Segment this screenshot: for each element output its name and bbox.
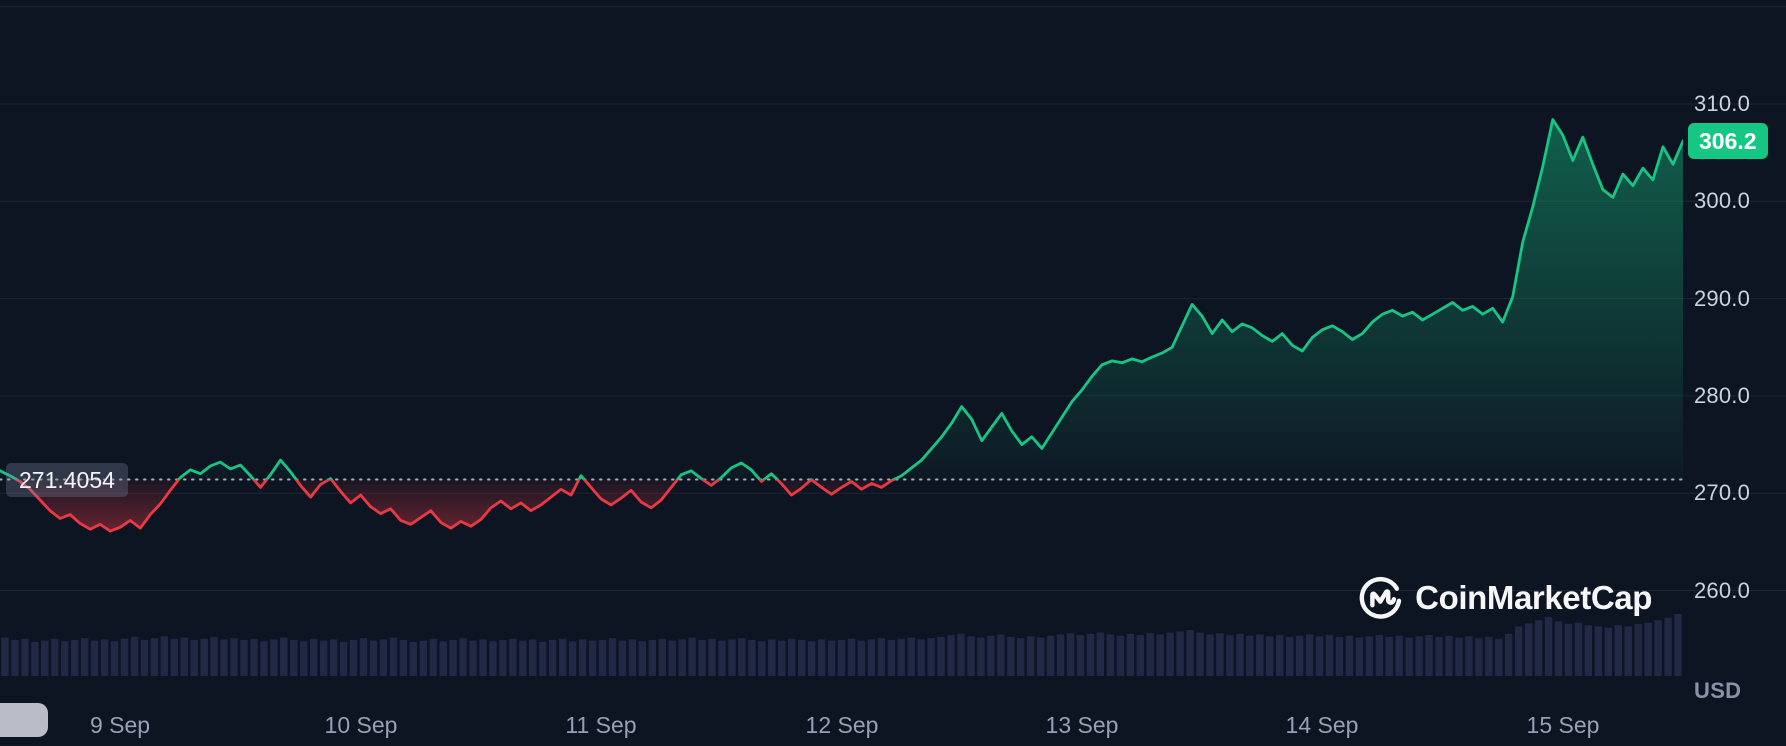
price-area-down [16, 479, 894, 532]
chart-corner-handle[interactable] [0, 703, 48, 737]
y-axis-tick-label: 260.0 [1694, 578, 1751, 603]
y-axis-tick-label: 270.0 [1694, 480, 1751, 505]
y-axis-unit-label: USD [1694, 678, 1742, 703]
y-axis-tick-label: 280.0 [1694, 383, 1751, 408]
x-axis-tick-label: 14 Sep [1285, 712, 1359, 738]
baseline-price-label: 271.4054 [6, 463, 128, 497]
x-axis-tick-label: 11 Sep [565, 712, 637, 738]
x-axis-tick-label: 12 Sep [805, 712, 879, 738]
coinmarketcap-watermark: CoinMarketCap [1358, 574, 1652, 622]
coinmarketcap-logo-icon [1358, 575, 1404, 621]
x-axis-tick-label: 10 Sep [324, 712, 398, 738]
current-price-badge: 306.2 [1688, 123, 1768, 159]
x-axis-tick-label: 13 Sep [1045, 712, 1119, 738]
price-area-up [0, 119, 1683, 480]
y-axis-tick-label: 300.0 [1694, 188, 1751, 213]
volume-bars [1, 614, 1682, 676]
x-axis-tick-label: 15 Sep [1526, 712, 1600, 738]
x-axis-tick-label: 9 Sep [89, 712, 151, 738]
coinmarketcap-wordmark: CoinMarketCap [1415, 579, 1652, 616]
price-line-down [13, 479, 897, 533]
price-line-up [0, 118, 1683, 480]
y-axis-tick-label: 310.0 [1694, 91, 1751, 116]
y-axis-tick-label: 290.0 [1694, 286, 1751, 311]
gridlines [0, 6, 1786, 591]
